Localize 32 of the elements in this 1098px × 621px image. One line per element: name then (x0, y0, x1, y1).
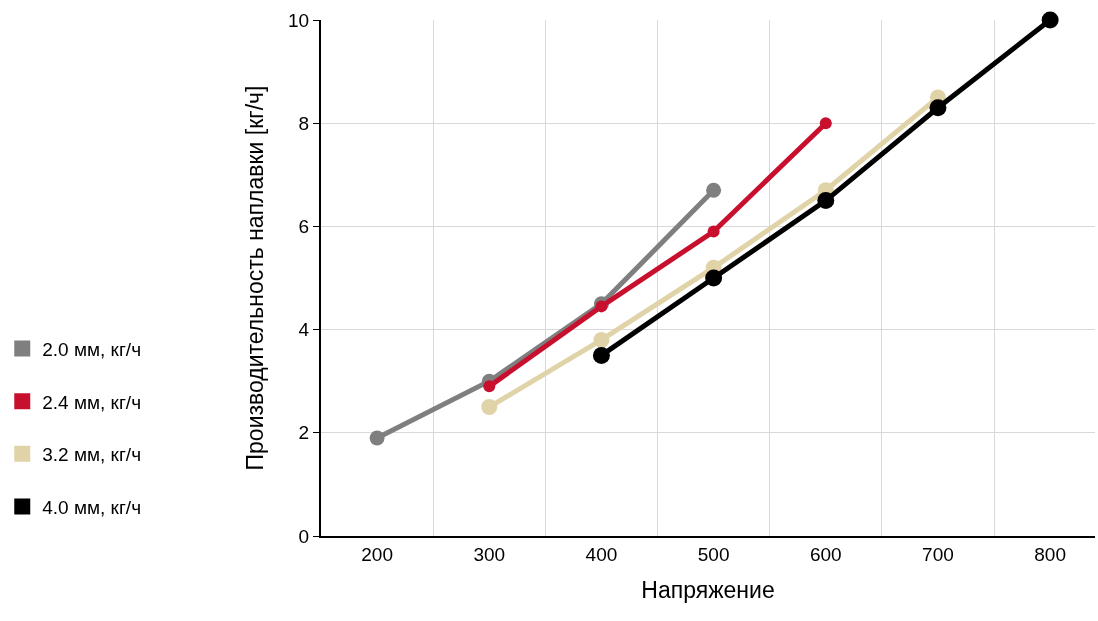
x-tick-label: 600 (809, 543, 842, 565)
legend-label: 2.0 мм, кг/ч (42, 338, 142, 360)
point (481, 399, 498, 415)
legend-label: 4.0 мм, кг/ч (42, 496, 142, 518)
y-tick-label: 0 (298, 525, 310, 547)
y-axis-title: Производительность наплавки [кг/ч] (242, 85, 269, 471)
x-axis-title: Напряжение (641, 576, 775, 603)
y-tick-label: 4 (298, 319, 310, 341)
point (706, 182, 722, 198)
y-tick-label: 10 (288, 9, 310, 31)
legend-label: 3.2 мм, кг/ч (42, 444, 142, 466)
point (1041, 11, 1059, 29)
point (929, 99, 947, 117)
point (817, 192, 835, 210)
x-tick-label: 800 (1034, 543, 1066, 565)
point (593, 331, 610, 348)
point (483, 380, 496, 393)
point (819, 117, 832, 130)
point (707, 225, 720, 238)
x-tick-label: 500 (697, 543, 730, 565)
y-tick-label: 2 (298, 422, 310, 444)
x-tick-label: 400 (585, 543, 618, 565)
y-tick-label: 8 (298, 112, 310, 134)
point (369, 430, 385, 446)
point (595, 300, 608, 313)
legend-label: 2.4 мм, кг/ч (42, 391, 142, 413)
x-tick-label: 300 (473, 543, 506, 565)
x-tick-label: 200 (361, 543, 393, 565)
point (592, 346, 610, 364)
point (705, 269, 723, 287)
x-tick-label: 700 (922, 543, 954, 565)
y-tick-label: 6 (298, 216, 310, 238)
